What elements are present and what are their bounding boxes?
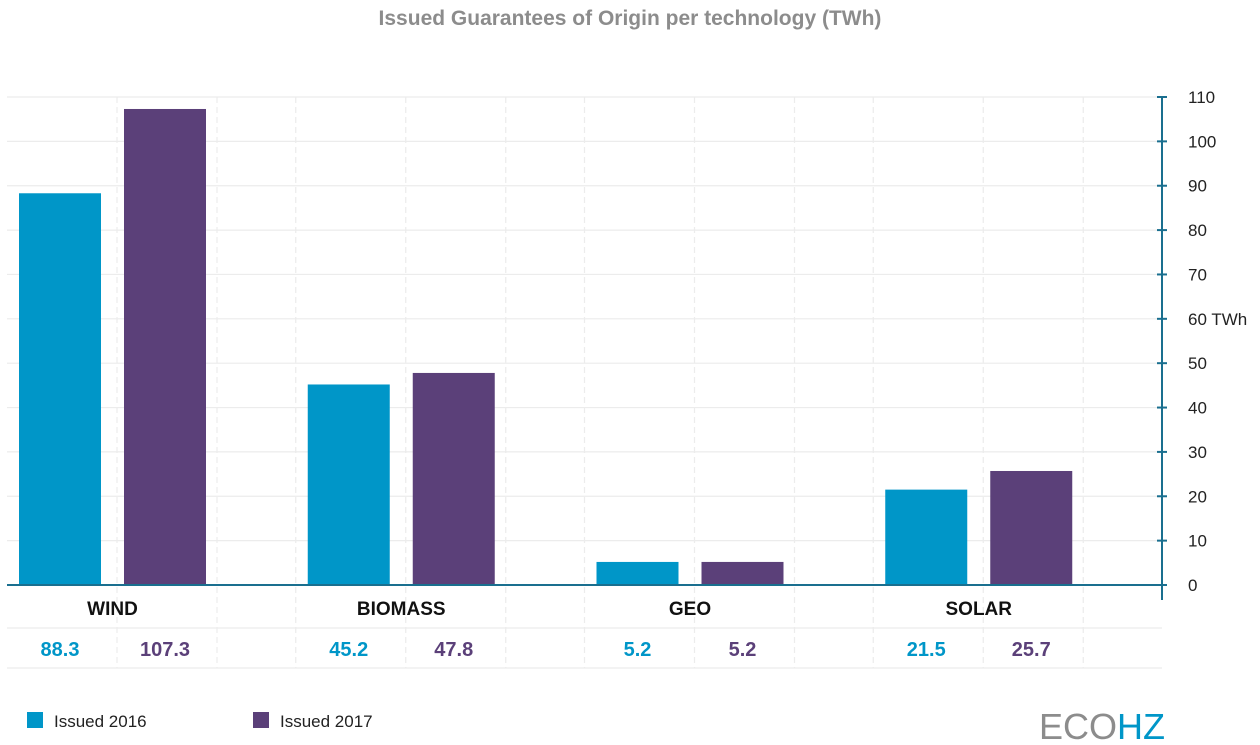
value-label: 88.3 [41, 639, 80, 661]
legend: Issued 2016 Issued 2017 [27, 712, 373, 731]
y-tick-label: 60 TWh [1188, 310, 1247, 329]
y-axis: 0 10 20 30 40 50 60 TWh 70 80 90 100 110 [7, 88, 1247, 600]
logo-part-eco: ECO [1039, 706, 1117, 745]
y-tick-label: 70 [1188, 265, 1207, 284]
ecohz-logo: ECOHZ [1039, 706, 1165, 745]
value-label: 47.8 [434, 639, 473, 661]
value-label: 25.7 [1012, 639, 1051, 661]
bar-geo-1 [596, 561, 679, 585]
value-label: 5.2 [624, 639, 652, 661]
legend-label: Issued 2017 [280, 712, 373, 731]
category-label: GEO [669, 599, 711, 620]
y-tick-label: 10 [1188, 532, 1207, 551]
y-tick-label: 50 [1188, 354, 1207, 373]
bar-solar-2 [990, 470, 1073, 585]
category-label: SOLAR [946, 599, 1013, 620]
svg-text:ECOHZ: ECOHZ [1039, 706, 1165, 745]
value-label: 45.2 [329, 639, 368, 661]
y-tick-label: 0 [1188, 576, 1197, 595]
value-label: 5.2 [729, 639, 757, 661]
bars [19, 108, 1073, 585]
category-label: WIND [87, 599, 138, 620]
bar-solar-1 [885, 489, 968, 585]
y-tick-label: 110 [1188, 88, 1215, 107]
value-label: 107.3 [140, 639, 190, 661]
bar-biomass-1 [307, 384, 390, 585]
y-tick-label: 20 [1188, 487, 1207, 506]
bar-wind-2 [124, 108, 206, 585]
category-labels: WIND BIOMASS GEO SOLAR [87, 599, 1012, 620]
legend-swatch [253, 712, 269, 728]
y-tick-label: 40 [1188, 399, 1207, 418]
value-label: 21.5 [907, 639, 946, 661]
y-tick-label: 100 [1188, 132, 1216, 151]
value-labels-table: 88.3 107.3 45.2 47.8 5.2 5.2 21.5 25.7 [41, 639, 1051, 661]
bar-biomass-2 [412, 372, 495, 585]
legend-swatch [27, 712, 43, 728]
y-tick-label: 30 [1188, 443, 1207, 462]
bar-wind-1 [19, 193, 101, 585]
category-label: BIOMASS [357, 599, 446, 620]
y-tick-label: 90 [1188, 177, 1207, 196]
y-tick-label: 80 [1188, 221, 1207, 240]
logo-part-hz: HZ [1117, 706, 1165, 745]
legend-label: Issued 2016 [54, 712, 147, 731]
bar-geo-2 [701, 561, 784, 585]
chart-title: Issued Guarantees of Origin per technolo… [379, 7, 882, 30]
